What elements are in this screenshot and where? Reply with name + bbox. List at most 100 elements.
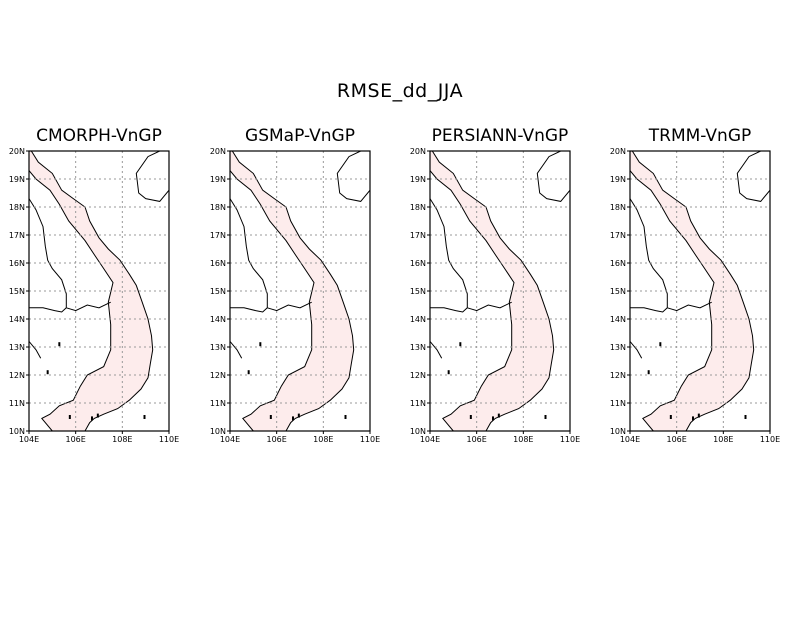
y-tick-label: 18N (610, 203, 626, 212)
x-tick-label: 110E (560, 435, 580, 444)
border-line (630, 307, 668, 313)
island-mark (492, 416, 494, 421)
x-tick-label: 108E (313, 435, 333, 444)
y-tick-label: 12N (210, 371, 226, 380)
border-line (467, 301, 512, 312)
island-mark (469, 415, 472, 419)
y-tick-label: 15N (9, 287, 25, 296)
y-tick-label: 16N (410, 259, 426, 268)
island-mark (58, 342, 61, 347)
island-mark (697, 413, 700, 418)
y-tick-label: 12N (9, 371, 25, 380)
border-line (66, 301, 111, 312)
y-tick-label: 10N (410, 427, 426, 436)
island-mark (292, 416, 294, 421)
y-tick-label: 13N (210, 343, 226, 352)
y-tick-label: 19N (610, 175, 626, 184)
border-line (230, 307, 268, 313)
island-mark (459, 342, 462, 347)
y-tick-label: 20N (9, 147, 25, 156)
hainan-island (736, 151, 770, 202)
y-tick-label: 10N (210, 427, 226, 436)
island-mark (669, 415, 672, 419)
border-line (267, 301, 312, 312)
island-mark (297, 413, 300, 418)
island-mark (344, 415, 347, 419)
coastline (230, 341, 243, 359)
hainan-island (536, 151, 570, 202)
figure-title: RMSE_dd_JJA (336, 80, 464, 102)
island-mark (692, 416, 694, 421)
map-panel-2: GSMaP-VnGP 10N 11N 12N 13N 14N 15N 16N 17N 18N 19N… (210, 126, 380, 444)
y-tick-label: 16N (210, 259, 226, 268)
panel-title: TRMM-VnGP (648, 126, 752, 146)
y-tick-label: 13N (610, 343, 626, 352)
x-tick-label: 104E (620, 435, 640, 444)
y-tick-label: 15N (210, 287, 226, 296)
border-line (667, 301, 712, 312)
y-tick-label: 14N (210, 315, 226, 324)
y-tick-label: 17N (9, 231, 25, 240)
coastline (29, 341, 42, 359)
border-line (430, 198, 468, 308)
panel-title: PERSIANN-VnGP (432, 126, 569, 146)
y-tick-label: 10N (610, 427, 626, 436)
island-mark (544, 415, 547, 419)
y-tick-label: 19N (210, 175, 226, 184)
x-tick-label: 106E (267, 435, 287, 444)
x-tick-label: 104E (220, 435, 240, 444)
y-tick-label: 12N (610, 371, 626, 380)
y-tick-label: 11N (610, 399, 626, 408)
y-tick-label: 13N (410, 343, 426, 352)
y-tick-label: 19N (410, 175, 426, 184)
island-mark (247, 370, 250, 375)
y-tick-label: 11N (9, 399, 25, 408)
y-tick-label: 20N (610, 147, 626, 156)
x-tick-label: 106E (667, 435, 687, 444)
island-mark (91, 416, 93, 421)
y-tick-label: 17N (410, 231, 426, 240)
coastline (430, 341, 443, 359)
y-tick-label: 17N (210, 231, 226, 240)
x-tick-label: 110E (159, 435, 179, 444)
y-tick-label: 17N (610, 231, 626, 240)
x-tick-label: 104E (19, 435, 39, 444)
y-tick-label: 15N (610, 287, 626, 296)
y-tick-label: 16N (610, 259, 626, 268)
coastline (630, 341, 643, 359)
hainan-island (336, 151, 370, 202)
island-mark (659, 342, 662, 347)
panel-title: GSMaP-VnGP (245, 126, 355, 146)
x-tick-label: 108E (112, 435, 132, 444)
vietnam-landmass (230, 151, 355, 431)
x-tick-label: 104E (420, 435, 440, 444)
panel-title: CMORPH-VnGP (36, 126, 162, 146)
y-tick-label: 14N (410, 315, 426, 324)
y-tick-label: 14N (610, 315, 626, 324)
island-mark (259, 342, 262, 347)
island-mark (269, 415, 272, 419)
x-tick-label: 106E (66, 435, 86, 444)
x-tick-label: 110E (760, 435, 780, 444)
y-tick-label: 18N (9, 203, 25, 212)
y-tick-label: 18N (410, 203, 426, 212)
island-mark (744, 415, 747, 419)
island-mark (143, 415, 146, 419)
x-tick-label: 108E (713, 435, 733, 444)
y-tick-label: 20N (410, 147, 426, 156)
x-tick-label: 108E (513, 435, 533, 444)
border-line (430, 307, 468, 313)
border-line (630, 198, 668, 308)
x-tick-label: 106E (467, 435, 487, 444)
y-tick-label: 11N (210, 399, 226, 408)
map-panel-1: CMORPH-VnGP 10N 11N 12N 13N 14N 15N 16N 17N 18N 19… (9, 126, 179, 444)
y-tick-label: 15N (410, 287, 426, 296)
map-panel-4: TRMM-VnGP 10N 11N 12N 13N 14N 15N 16N 17N 18N 19N 2… (610, 126, 780, 444)
vietnam-landmass (430, 151, 555, 431)
border-line (230, 198, 268, 308)
island-mark (647, 370, 650, 375)
map-panel-3: PERSIANN-VnGP 10N 11N 12N 13N 14N 15N 16N 17N 18N… (410, 126, 580, 444)
border-line (29, 198, 67, 308)
y-tick-label: 10N (9, 427, 25, 436)
